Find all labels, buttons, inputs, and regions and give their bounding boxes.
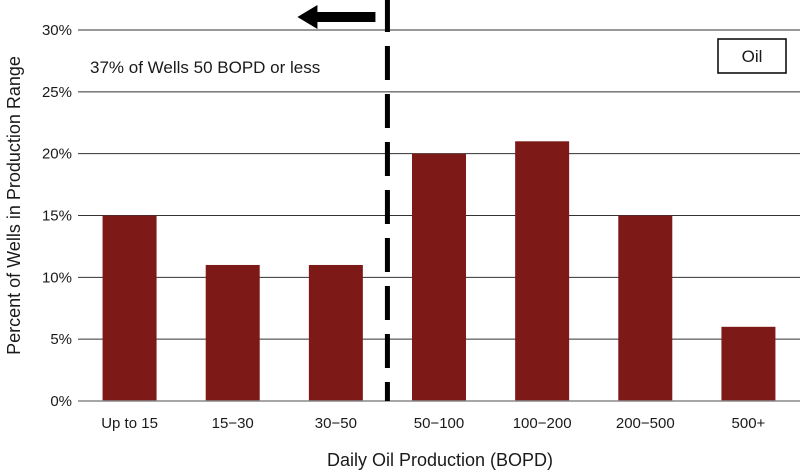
x-tick-label: 500+ xyxy=(732,415,766,432)
y-tick-label: 5% xyxy=(50,331,72,348)
x-tick-label: Up to 15 xyxy=(101,415,158,432)
bar xyxy=(205,264,260,401)
bars xyxy=(102,141,776,402)
x-tick-label: 50−100 xyxy=(414,415,464,432)
legend: Oil xyxy=(717,38,787,74)
y-axis-title: Percent of Wells in Production Range xyxy=(4,56,24,355)
bar xyxy=(412,153,466,401)
y-tick-label: 30% xyxy=(42,22,72,39)
y-axis-ticks: 0% 5% 10% 15% 20% 25% 30% xyxy=(42,22,72,410)
x-tick-label: 15−30 xyxy=(212,415,254,432)
legend-label: Oil xyxy=(742,47,763,66)
x-tick-label: 30−50 xyxy=(315,415,357,432)
x-axis-title: Daily Oil Production (BOPD) xyxy=(327,450,553,470)
y-tick-label: 10% xyxy=(42,269,72,286)
bar xyxy=(102,215,157,401)
bar xyxy=(308,264,363,401)
y-tick-label: 20% xyxy=(42,146,72,163)
y-tick-label: 0% xyxy=(50,393,72,410)
legend-box xyxy=(717,38,787,74)
annotation-text: 37% of Wells 50 BOPD or less xyxy=(90,58,320,77)
y-tick-label: 15% xyxy=(42,208,72,225)
bar xyxy=(515,141,570,402)
x-tick-label: 200−500 xyxy=(616,415,675,432)
x-axis-ticks: Up to 15 15−30 30−50 50−100 100−200 200−500 50… xyxy=(101,415,765,432)
x-tick-label: 100−200 xyxy=(513,415,572,432)
bar xyxy=(618,215,673,401)
y-tick-label: 25% xyxy=(42,84,72,101)
left-arrow-icon xyxy=(297,5,376,29)
bar xyxy=(721,326,776,401)
